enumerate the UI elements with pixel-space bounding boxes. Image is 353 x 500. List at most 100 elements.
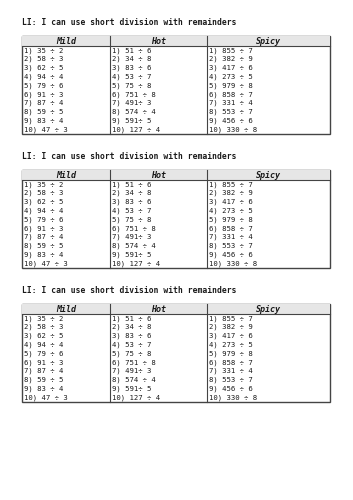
Text: 8) 59 ÷ 5: 8) 59 ÷ 5 bbox=[24, 243, 64, 249]
Text: 6) 751 ÷ 8: 6) 751 ÷ 8 bbox=[112, 359, 156, 366]
Text: 3) 417 ÷ 6: 3) 417 ÷ 6 bbox=[209, 333, 253, 339]
Text: 2) 58 ÷ 3: 2) 58 ÷ 3 bbox=[24, 56, 64, 62]
Text: 8) 553 ÷ 7: 8) 553 ÷ 7 bbox=[209, 243, 253, 249]
Text: 3) 83 ÷ 6: 3) 83 ÷ 6 bbox=[112, 64, 152, 71]
Bar bbox=[22, 170, 330, 268]
Text: 9) 591÷ 5: 9) 591÷ 5 bbox=[112, 118, 152, 124]
Text: 5) 979 ÷ 8: 5) 979 ÷ 8 bbox=[209, 350, 253, 357]
Bar bbox=[207, 304, 330, 314]
Text: 10) 47 ÷ 3: 10) 47 ÷ 3 bbox=[24, 394, 68, 401]
Text: 10) 47 ÷ 3: 10) 47 ÷ 3 bbox=[24, 126, 68, 133]
Text: Spicy: Spicy bbox=[256, 36, 281, 46]
Text: 2) 34 ÷ 8: 2) 34 ÷ 8 bbox=[112, 324, 152, 330]
Text: 7) 491÷ 3: 7) 491÷ 3 bbox=[112, 234, 152, 240]
Bar bbox=[110, 304, 207, 314]
Text: 5) 75 ÷ 8: 5) 75 ÷ 8 bbox=[112, 350, 152, 357]
Text: 1) 855 ÷ 7: 1) 855 ÷ 7 bbox=[209, 315, 253, 322]
Text: 8) 553 ÷ 7: 8) 553 ÷ 7 bbox=[209, 109, 253, 116]
Bar bbox=[22, 170, 110, 180]
Text: 1) 51 ÷ 6: 1) 51 ÷ 6 bbox=[112, 47, 152, 54]
Text: 10) 330 ÷ 8: 10) 330 ÷ 8 bbox=[209, 260, 257, 267]
Text: 2) 382 ÷ 9: 2) 382 ÷ 9 bbox=[209, 56, 253, 62]
Text: 6) 91 ÷ 3: 6) 91 ÷ 3 bbox=[24, 91, 64, 98]
Text: 2) 34 ÷ 8: 2) 34 ÷ 8 bbox=[112, 190, 152, 196]
Text: Mild: Mild bbox=[56, 36, 76, 46]
Text: 9) 456 ÷ 6: 9) 456 ÷ 6 bbox=[209, 252, 253, 258]
Text: Spicy: Spicy bbox=[256, 304, 281, 314]
Text: 1) 35 ÷ 2: 1) 35 ÷ 2 bbox=[24, 315, 64, 322]
Text: 1) 35 ÷ 2: 1) 35 ÷ 2 bbox=[24, 181, 64, 188]
Text: 6) 858 ÷ 7: 6) 858 ÷ 7 bbox=[209, 225, 253, 232]
Text: 7) 87 ÷ 4: 7) 87 ÷ 4 bbox=[24, 234, 64, 240]
Text: 4) 273 ÷ 5: 4) 273 ÷ 5 bbox=[209, 208, 253, 214]
Text: 9) 83 ÷ 4: 9) 83 ÷ 4 bbox=[24, 252, 64, 258]
Text: 8) 574 ÷ 4: 8) 574 ÷ 4 bbox=[112, 377, 156, 383]
Bar bbox=[207, 170, 330, 180]
Text: 7) 87 ÷ 4: 7) 87 ÷ 4 bbox=[24, 368, 64, 374]
Text: Spicy: Spicy bbox=[256, 170, 281, 179]
Text: 2) 58 ÷ 3: 2) 58 ÷ 3 bbox=[24, 190, 64, 196]
Text: 10) 330 ÷ 8: 10) 330 ÷ 8 bbox=[209, 126, 257, 133]
Text: Hot: Hot bbox=[151, 36, 166, 46]
Bar bbox=[207, 36, 330, 46]
Text: 7) 491÷ 3: 7) 491÷ 3 bbox=[112, 368, 152, 374]
Text: 7) 331 ÷ 4: 7) 331 ÷ 4 bbox=[209, 234, 253, 240]
Text: 2) 34 ÷ 8: 2) 34 ÷ 8 bbox=[112, 56, 152, 62]
Text: 6) 751 ÷ 8: 6) 751 ÷ 8 bbox=[112, 225, 156, 232]
Text: 8) 574 ÷ 4: 8) 574 ÷ 4 bbox=[112, 109, 156, 116]
Text: LI: I can use short division with remainders: LI: I can use short division with remain… bbox=[22, 152, 237, 161]
Text: LI: I can use short division with remainders: LI: I can use short division with remain… bbox=[22, 286, 237, 295]
Bar bbox=[22, 36, 330, 134]
Bar bbox=[110, 170, 207, 180]
Text: 2) 382 ÷ 9: 2) 382 ÷ 9 bbox=[209, 190, 253, 196]
Text: 1) 855 ÷ 7: 1) 855 ÷ 7 bbox=[209, 181, 253, 188]
Text: 5) 79 ÷ 6: 5) 79 ÷ 6 bbox=[24, 350, 64, 357]
Text: 4) 53 ÷ 7: 4) 53 ÷ 7 bbox=[112, 74, 152, 80]
Text: LI: I can use short division with remainders: LI: I can use short division with remain… bbox=[22, 18, 237, 27]
Text: 7) 491÷ 3: 7) 491÷ 3 bbox=[112, 100, 152, 106]
Text: 1) 35 ÷ 2: 1) 35 ÷ 2 bbox=[24, 47, 64, 54]
Text: 5) 79 ÷ 6: 5) 79 ÷ 6 bbox=[24, 82, 64, 89]
Text: 2) 382 ÷ 9: 2) 382 ÷ 9 bbox=[209, 324, 253, 330]
Text: 4) 94 ÷ 4: 4) 94 ÷ 4 bbox=[24, 208, 64, 214]
Text: 7) 87 ÷ 4: 7) 87 ÷ 4 bbox=[24, 100, 64, 106]
Bar bbox=[110, 36, 207, 46]
Text: 6) 858 ÷ 7: 6) 858 ÷ 7 bbox=[209, 91, 253, 98]
Text: Mild: Mild bbox=[56, 170, 76, 179]
Text: 4) 53 ÷ 7: 4) 53 ÷ 7 bbox=[112, 208, 152, 214]
Text: 4) 273 ÷ 5: 4) 273 ÷ 5 bbox=[209, 342, 253, 348]
Text: 1) 51 ÷ 6: 1) 51 ÷ 6 bbox=[112, 315, 152, 322]
Text: 5) 75 ÷ 8: 5) 75 ÷ 8 bbox=[112, 216, 152, 223]
Text: 8) 59 ÷ 5: 8) 59 ÷ 5 bbox=[24, 377, 64, 383]
Text: Hot: Hot bbox=[151, 170, 166, 179]
Text: 5) 979 ÷ 8: 5) 979 ÷ 8 bbox=[209, 216, 253, 223]
Text: 3) 83 ÷ 6: 3) 83 ÷ 6 bbox=[112, 198, 152, 205]
Text: 5) 979 ÷ 8: 5) 979 ÷ 8 bbox=[209, 82, 253, 89]
Text: 6) 751 ÷ 8: 6) 751 ÷ 8 bbox=[112, 91, 156, 98]
Text: 8) 574 ÷ 4: 8) 574 ÷ 4 bbox=[112, 243, 156, 249]
Text: 6) 858 ÷ 7: 6) 858 ÷ 7 bbox=[209, 359, 253, 366]
Text: Hot: Hot bbox=[151, 304, 166, 314]
Text: 9) 456 ÷ 6: 9) 456 ÷ 6 bbox=[209, 386, 253, 392]
Text: 9) 456 ÷ 6: 9) 456 ÷ 6 bbox=[209, 118, 253, 124]
Text: 2) 58 ÷ 3: 2) 58 ÷ 3 bbox=[24, 324, 64, 330]
Text: 9) 83 ÷ 4: 9) 83 ÷ 4 bbox=[24, 386, 64, 392]
Text: 8) 59 ÷ 5: 8) 59 ÷ 5 bbox=[24, 109, 64, 116]
Text: 9) 83 ÷ 4: 9) 83 ÷ 4 bbox=[24, 118, 64, 124]
Text: 6) 91 ÷ 3: 6) 91 ÷ 3 bbox=[24, 359, 64, 366]
Text: 3) 62 ÷ 5: 3) 62 ÷ 5 bbox=[24, 198, 64, 205]
Text: 8) 553 ÷ 7: 8) 553 ÷ 7 bbox=[209, 377, 253, 383]
Text: 5) 79 ÷ 6: 5) 79 ÷ 6 bbox=[24, 216, 64, 223]
Text: 5) 75 ÷ 8: 5) 75 ÷ 8 bbox=[112, 82, 152, 89]
Bar bbox=[22, 36, 110, 46]
Text: 7) 331 ÷ 4: 7) 331 ÷ 4 bbox=[209, 368, 253, 374]
Text: 4) 94 ÷ 4: 4) 94 ÷ 4 bbox=[24, 74, 64, 80]
Text: 3) 83 ÷ 6: 3) 83 ÷ 6 bbox=[112, 333, 152, 339]
Text: 10) 127 ÷ 4: 10) 127 ÷ 4 bbox=[112, 394, 160, 401]
Text: 3) 417 ÷ 6: 3) 417 ÷ 6 bbox=[209, 64, 253, 71]
Text: 6) 91 ÷ 3: 6) 91 ÷ 3 bbox=[24, 225, 64, 232]
Bar bbox=[22, 304, 110, 314]
Text: 9) 591÷ 5: 9) 591÷ 5 bbox=[112, 252, 152, 258]
Text: 10) 47 ÷ 3: 10) 47 ÷ 3 bbox=[24, 260, 68, 267]
Text: Mild: Mild bbox=[56, 304, 76, 314]
